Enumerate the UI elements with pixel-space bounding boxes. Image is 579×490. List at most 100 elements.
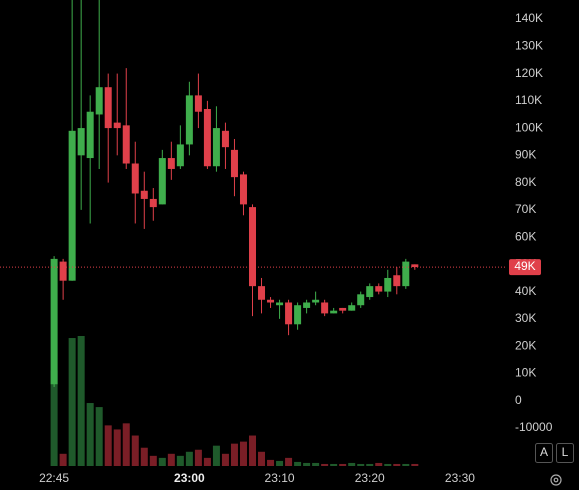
volume-bar <box>348 462 356 466</box>
x-tick-label: 23:20 <box>355 471 385 485</box>
candle-body <box>303 302 311 308</box>
volume-bar <box>375 462 383 466</box>
x-tick-label: 23:30 <box>445 471 475 485</box>
y-tick-label: 140K <box>515 11 543 25</box>
candle-body <box>276 302 284 306</box>
candle-body <box>375 286 383 292</box>
volume-bar <box>176 455 184 466</box>
gear-outline <box>550 474 562 486</box>
y-tick-label: 80K <box>515 175 536 189</box>
button-frame <box>535 443 553 463</box>
volume-bar <box>357 463 365 466</box>
volume-bar <box>285 457 293 466</box>
volume-bar <box>393 463 401 466</box>
y-tick-label: 110K <box>515 93 542 107</box>
candle-body <box>167 158 175 169</box>
candle-body <box>221 130 229 148</box>
x-tick-label: 23:10 <box>265 471 295 485</box>
volume-bar <box>239 441 247 466</box>
candle-body <box>203 109 211 167</box>
button-l[interactable]: L <box>556 443 574 463</box>
volume-bar <box>212 445 220 466</box>
volume-bar <box>294 461 302 466</box>
candle-body <box>384 277 392 292</box>
x-tick-label: 23:00 <box>174 471 205 485</box>
volume-bar <box>249 435 256 466</box>
gear-center <box>553 477 559 483</box>
volume-bar <box>68 338 76 466</box>
x-tick-label: 22:45 <box>39 471 69 485</box>
candle-body <box>104 87 112 129</box>
candle-body <box>77 128 85 156</box>
candle-body <box>267 299 275 303</box>
candle-body <box>357 294 365 306</box>
y-tick-label: -10000 <box>515 420 553 434</box>
candle-body <box>140 190 148 199</box>
candle-body <box>176 144 184 167</box>
volume-bar <box>230 443 238 466</box>
candle-body <box>393 275 401 287</box>
volume-bar <box>258 451 266 466</box>
y-tick-label: 30K <box>515 311 536 325</box>
candle-body <box>194 95 202 112</box>
candle-body <box>95 87 103 115</box>
button-label: L <box>562 445 569 459</box>
volume-bar <box>50 370 58 466</box>
candle-body <box>366 286 374 298</box>
volume-bar <box>95 407 103 466</box>
volume-bar <box>185 451 193 466</box>
candle-body <box>122 125 130 164</box>
candle-body <box>59 261 67 281</box>
y-tick-label: 20K <box>515 338 536 352</box>
candle-body <box>285 302 293 325</box>
y-tick-label: 70K <box>515 202 536 216</box>
candle-body <box>113 122 121 129</box>
volume-bar <box>86 403 94 466</box>
volume-bar <box>411 463 419 466</box>
volume-bar <box>303 462 311 466</box>
y-tick-label: 60K <box>515 229 536 243</box>
candle-body <box>239 174 247 205</box>
candle-body <box>212 128 220 167</box>
button-frame <box>556 443 574 463</box>
volume-bar <box>149 455 157 466</box>
y-tick-label: 100K <box>515 120 543 134</box>
candle-body <box>68 130 76 281</box>
volume-bar <box>330 463 338 466</box>
volume-bar <box>77 336 85 466</box>
volume-bar <box>113 429 121 466</box>
candle-body <box>411 264 419 268</box>
volume-bar <box>203 457 211 466</box>
y-tick-label: 40K <box>515 284 536 298</box>
volume-bar <box>321 463 329 466</box>
volume-bar <box>131 435 139 466</box>
volume-bar <box>194 449 202 466</box>
candle-body <box>339 307 347 311</box>
y-tick-label: 120K <box>515 66 543 80</box>
settings-icon[interactable] <box>550 474 562 486</box>
candle-body <box>402 261 410 287</box>
y-tick-label: 10K <box>515 366 536 380</box>
candle-body <box>131 163 139 194</box>
volume-bar <box>384 463 392 466</box>
volume-bar <box>276 460 284 466</box>
volume-bar <box>366 463 374 466</box>
volume-bar <box>59 453 67 466</box>
volume-bar <box>339 463 347 466</box>
last-price-label: 49K <box>514 259 535 273</box>
candle-body <box>312 299 320 303</box>
candle-body <box>348 305 356 311</box>
candle-body <box>158 158 166 205</box>
volume-bar <box>267 459 275 466</box>
button-a[interactable]: A <box>535 443 553 463</box>
button-label: A <box>540 445 548 459</box>
candle-body <box>294 305 302 325</box>
volume-bar <box>402 463 410 466</box>
volume-bar <box>122 423 130 466</box>
candle-body <box>86 111 94 159</box>
volume-bar <box>312 462 320 466</box>
volume-bar <box>140 447 148 466</box>
y-tick-label: 0 <box>515 393 522 407</box>
